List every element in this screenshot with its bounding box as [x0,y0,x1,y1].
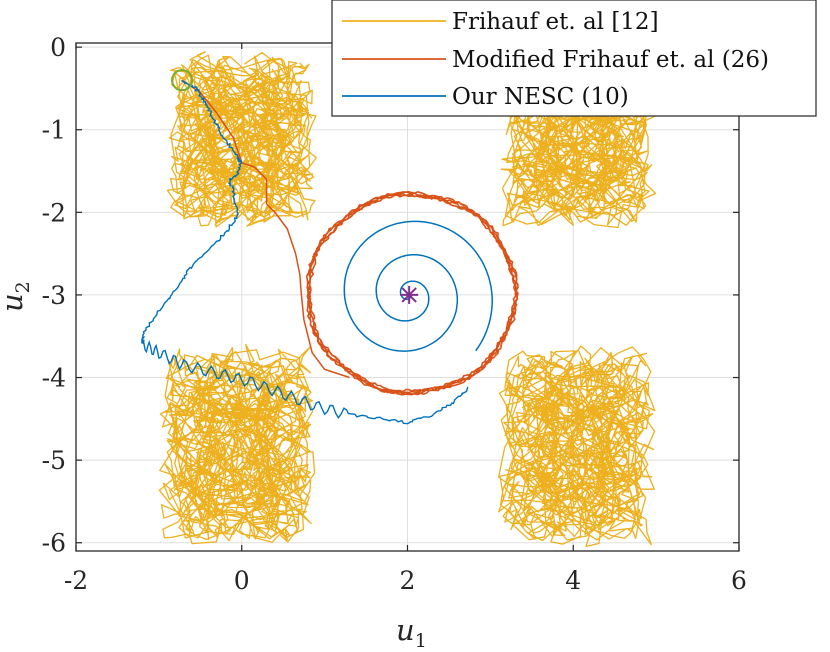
y-tick-label: -1 [42,116,66,145]
y-tick-label: -6 [42,529,66,558]
x-tick-label: 0 [234,566,250,595]
legend-label-frihauf: Frihauf et. al [12] [452,9,659,35]
modified-frihauf-orbit [305,190,519,396]
x-tick-label: 6 [731,566,747,595]
frihauf-lobe-0 [166,51,317,228]
optimum-marker [400,285,419,304]
legend-label-modified: Modified Frihauf et. al (26) [452,47,769,73]
legend-label-nesc: Our NESC (10) [452,84,629,110]
x-tick-label: -2 [64,566,88,595]
optimum-marker-stroke [401,287,417,303]
start-marker [171,69,194,92]
y-tick-label: -2 [42,198,66,227]
y-axis-label: u2 [0,281,34,312]
modified-frihauf-path [181,79,350,379]
y-tick-label: 0 [50,33,66,62]
series-layer [140,51,657,548]
frihauf-lobe-3 [498,345,656,548]
x-axis-label: u1 [396,613,427,652]
nesc-path [140,79,469,425]
x-tick-label: 2 [400,566,416,595]
y-tick-label: -5 [42,446,66,475]
x-tick-label: 4 [565,566,581,595]
y-tick-label: -4 [42,364,66,393]
y-tick-label: -3 [42,281,66,310]
legend: Frihauf et. al [12] Modified Frihauf et.… [331,0,817,117]
tick-labels: -2 0 2 4 6 0 -1 -2 -3 -4 -5 -6 [42,33,747,595]
